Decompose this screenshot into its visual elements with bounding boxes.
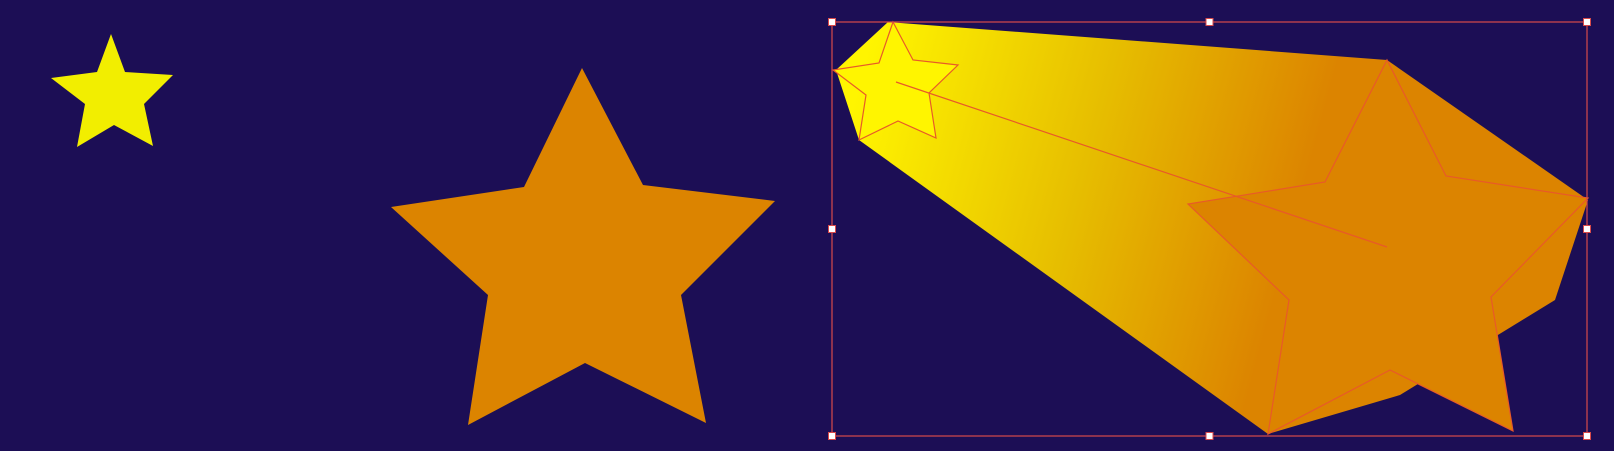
blend-end-star-icon[interactable]	[1188, 60, 1588, 434]
blend-group[interactable]	[831, 20, 1590, 436]
handle-bottom-center[interactable]	[1205, 432, 1214, 440]
start-star-outline	[831, 20, 960, 142]
handle-bottom-left[interactable]	[828, 432, 836, 440]
handle-middle-left[interactable]	[828, 225, 836, 233]
handle-top-right[interactable]	[1583, 18, 1591, 26]
blend-spine-path	[895, 81, 1388, 248]
handle-top-left[interactable]	[828, 18, 836, 26]
blend-start-star-icon[interactable]	[833, 22, 958, 140]
small-star-icon[interactable]	[51, 34, 173, 147]
handle-middle-right[interactable]	[1583, 225, 1591, 233]
end-star-outline	[1186, 58, 1590, 436]
handle-top-center[interactable]	[1205, 18, 1214, 26]
large-star-icon[interactable]	[391, 68, 775, 425]
handle-bottom-right[interactable]	[1583, 432, 1591, 440]
